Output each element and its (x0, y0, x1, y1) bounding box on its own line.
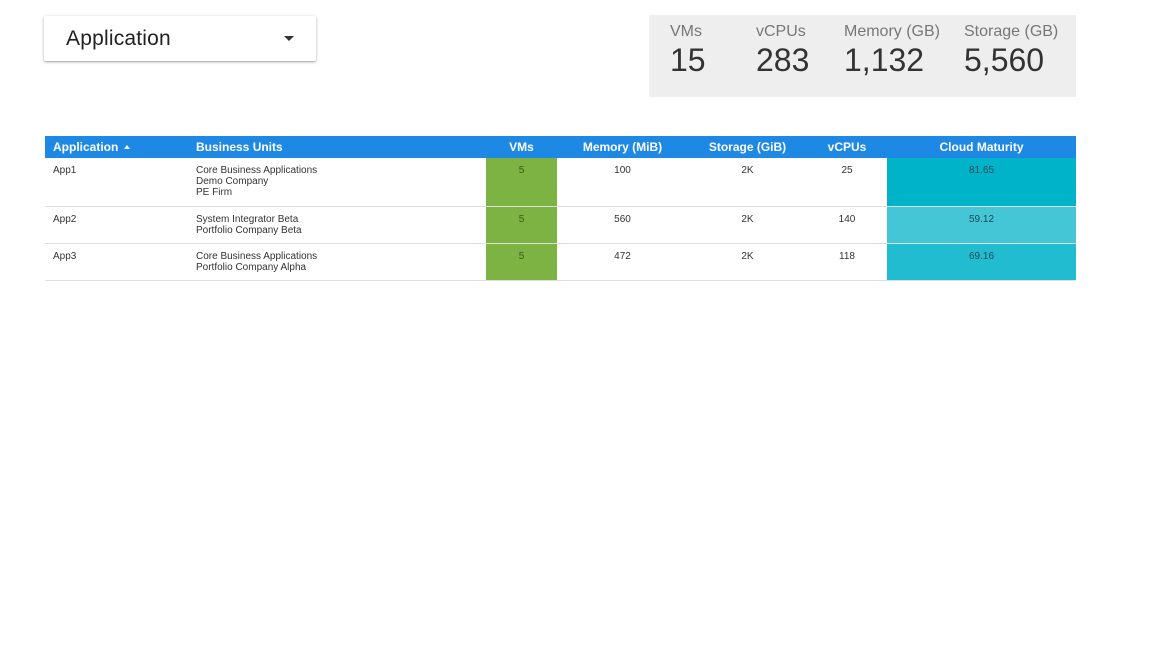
applications-table: Application Business Units VMs Memory (M… (45, 136, 1076, 281)
cell-memory: 472 (557, 243, 688, 281)
kpi-storage: Storage (GB) 5,560 (964, 23, 1058, 79)
kpi-vcpus-value: 283 (756, 42, 810, 78)
cell-storage: 2K (688, 158, 807, 207)
business-unit: System Integrator Beta (196, 213, 299, 225)
column-header-vms[interactable]: VMs (486, 136, 557, 158)
cell-cloud-maturity: 59.12 (887, 206, 1076, 244)
business-unit: Core Business Applications (196, 165, 318, 176)
column-header-vcpus[interactable]: vCPUs (807, 136, 887, 158)
cell-memory: 100 (557, 158, 688, 207)
kpi-summary-panel: VMs 15 vCPUs 283 Memory (GB) 1,132 Stora… (649, 15, 1076, 97)
kpi-memory: Memory (GB) 1,132 (844, 23, 940, 79)
kpi-storage-value: 5,560 (964, 42, 1045, 78)
cell-memory: 560 (557, 206, 688, 244)
cell-business-units: Core Business Applications Demo Company … (188, 158, 486, 207)
column-header-application[interactable]: Application (45, 136, 188, 158)
business-unit: Portfolio Company Beta (196, 224, 302, 236)
cell-vcpus: 118 (807, 243, 887, 281)
column-header-storage[interactable]: Storage (GiB) (688, 136, 807, 158)
table-row[interactable]: App3 Core Business Applications Portfoli… (45, 243, 1076, 281)
cell-business-units: System Integrator Beta Portfolio Company… (188, 206, 486, 244)
column-header-application-label: Application (53, 140, 119, 154)
kpi-vcpus: vCPUs 283 (756, 23, 809, 79)
cell-storage: 2K (688, 206, 807, 244)
cell-vcpus: 140 (807, 206, 887, 244)
table-row[interactable]: App1 Core Business Applications Demo Com… (45, 158, 1076, 207)
cell-application: App1 (45, 158, 188, 207)
application-filter-label: Application (66, 26, 171, 50)
kpi-vms-value: 15 (670, 42, 706, 78)
cell-cloud-maturity: 69.16 (887, 243, 1076, 281)
cell-vms: 5 (486, 243, 557, 281)
cell-vms: 5 (486, 206, 557, 244)
cell-cloud-maturity: 81.65 (887, 158, 1076, 207)
table-header-row: Application Business Units VMs Memory (M… (45, 136, 1076, 158)
cell-application: App3 (45, 243, 188, 281)
kpi-vcpus-label: vCPUs (756, 23, 806, 40)
kpi-memory-value: 1,132 (844, 42, 925, 78)
business-unit: Core Business Applications (196, 250, 318, 262)
kpi-vms: VMs 15 (670, 23, 706, 79)
column-header-business-units[interactable]: Business Units (188, 136, 486, 158)
table-row[interactable]: App2 System Integrator Beta Portfolio Co… (45, 206, 1076, 244)
application-filter-dropdown[interactable]: Application (44, 16, 316, 61)
kpi-vms-label: VMs (670, 23, 702, 40)
column-header-cloud-maturity[interactable]: Cloud Maturity (887, 136, 1076, 158)
cell-application: App2 (45, 206, 188, 244)
cell-vms: 5 (486, 158, 557, 207)
cell-vcpus: 25 (807, 158, 887, 207)
business-unit: Portfolio Company Alpha (196, 261, 307, 273)
kpi-memory-label: Memory (GB) (844, 23, 940, 40)
business-unit: PE Firm (196, 187, 233, 198)
cell-business-units: Core Business Applications Portfolio Com… (188, 243, 486, 281)
cell-storage: 2K (688, 243, 807, 281)
column-header-memory[interactable]: Memory (MiB) (557, 136, 688, 158)
kpi-storage-label: Storage (GB) (964, 23, 1059, 40)
business-unit: Demo Company (196, 176, 269, 187)
caret-down-icon[interactable] (284, 36, 294, 41)
sort-ascending-icon[interactable] (124, 144, 131, 149)
